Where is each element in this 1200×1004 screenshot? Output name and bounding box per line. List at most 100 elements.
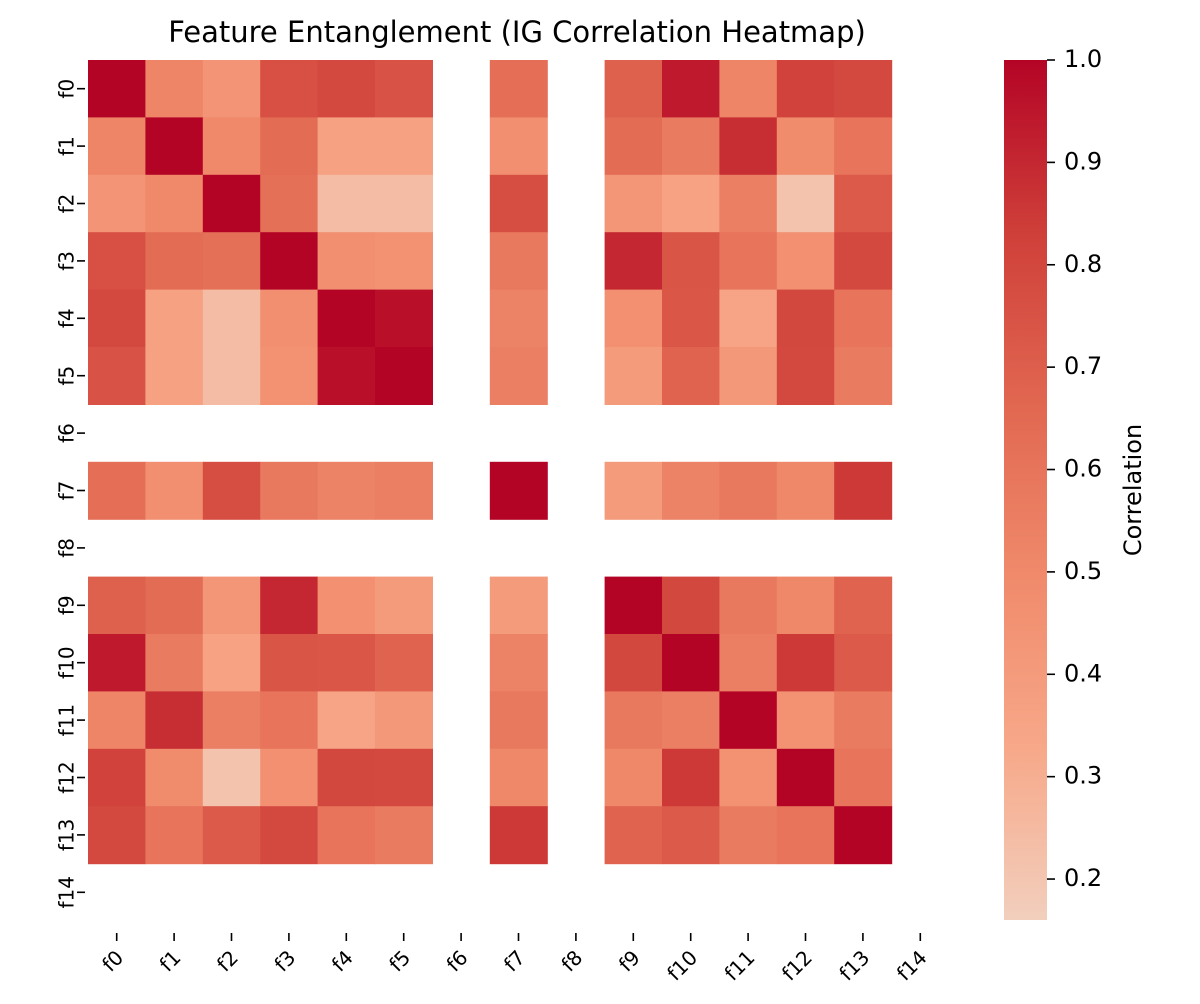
x-tick-label-f14: f14 <box>892 945 932 985</box>
heatmap-cell-f3-f10 <box>662 232 720 291</box>
y-tick-label-f10: f10 <box>55 646 79 679</box>
heatmap-cell-f1-f4 <box>317 117 376 176</box>
heatmap-cell-f12-f9 <box>604 748 663 807</box>
x-tick-label-f2: f2 <box>212 945 243 976</box>
heatmap-cell-f10-f13 <box>834 634 893 692</box>
heatmap-cell-f13-f13 <box>834 806 893 865</box>
heatmap-cell-f2-f7 <box>489 174 548 233</box>
heatmap-cell-f4-f13 <box>834 289 893 348</box>
heatmap-cell-f2-f0 <box>88 174 146 233</box>
colorbar-tick-label: 0.6 <box>1064 455 1102 483</box>
y-tick-label-f7: f7 <box>55 481 79 501</box>
heatmap-cell-f5-f11 <box>719 347 778 405</box>
heatmap-cell-f12-f2 <box>202 748 261 807</box>
heatmap-cell-f11-f2 <box>202 691 261 750</box>
x-tick-label-f9: f9 <box>614 945 645 976</box>
heatmap-cell-f7-f2 <box>202 461 261 520</box>
colorbar-tick-label: 0.3 <box>1064 762 1102 790</box>
heatmap-cell-f0-f0 <box>88 60 146 118</box>
heatmap-cell-f12-f10 <box>662 748 720 807</box>
heatmap-cell-f12-f3 <box>260 748 319 807</box>
x-tick-label-f1: f1 <box>155 945 186 976</box>
colorbar-tick-label: 0.7 <box>1064 352 1102 380</box>
heatmap-cell-f3-f11 <box>719 232 778 291</box>
heatmap-cell-f9-f12 <box>776 576 835 635</box>
heatmap-cell-f13-f10 <box>662 806 720 865</box>
heatmap-cell-f10-f4 <box>317 634 376 692</box>
heatmap-cell-f7-f11 <box>719 461 778 520</box>
heatmap-cell-f11-f0 <box>88 691 146 750</box>
x-tick-label-f13: f13 <box>834 945 874 985</box>
heatmap-cell-f7-f5 <box>375 461 433 520</box>
heatmap-cells <box>88 60 893 865</box>
heatmap-cell-f5-f12 <box>776 347 835 405</box>
heatmap-cell-f0-f7 <box>489 60 548 118</box>
heatmap-cell-f11-f13 <box>834 691 893 750</box>
heatmap-cell-f0-f3 <box>260 60 319 118</box>
heatmap-cell-f10-f12 <box>776 634 835 692</box>
chart-title: Feature Entanglement (IG Correlation Hea… <box>168 15 866 49</box>
heatmap-cell-f10-f9 <box>604 634 663 692</box>
heatmap-cell-f4-f5 <box>375 289 433 348</box>
heatmap-cell-f11-f1 <box>145 691 204 750</box>
heatmap-cell-f0-f5 <box>375 60 433 118</box>
heatmap-cell-f13-f4 <box>317 806 376 865</box>
heatmap-cell-f1-f1 <box>145 117 204 176</box>
y-tick-label-f6: f6 <box>55 423 79 443</box>
heatmap-cell-f12-f12 <box>776 748 835 807</box>
colorbar: 0.2 0.3 0.4 0.5 0.6 0.7 0.8 0.9 1.0 Correlation <box>1004 45 1147 920</box>
heatmap-cell-f4-f3 <box>260 289 319 348</box>
heatmap-cell-f1-f5 <box>375 117 433 176</box>
heatmap-cell-f3-f9 <box>604 232 663 291</box>
heatmap-cell-f13-f1 <box>145 806 204 865</box>
heatmap-cell-f4-f11 <box>719 289 778 348</box>
colorbar-tick-label: 0.5 <box>1064 557 1102 585</box>
heatmap-cell-f2-f4 <box>317 174 376 233</box>
heatmap-cell-f9-f10 <box>662 576 720 635</box>
heatmap-cell-f3-f2 <box>202 232 261 291</box>
heatmap-cell-f11-f11 <box>719 691 778 750</box>
heatmap-cell-f3-f3 <box>260 232 319 291</box>
heatmap-cell-f12-f7 <box>489 748 548 807</box>
colorbar-gradient <box>1004 60 1047 920</box>
heatmap-cell-f1-f0 <box>88 117 146 176</box>
colorbar-tick-label: 0.8 <box>1064 250 1102 278</box>
heatmap-cell-f4-f1 <box>145 289 204 348</box>
heatmap-cell-f7-f10 <box>662 461 720 520</box>
heatmap-cell-f12-f11 <box>719 748 778 807</box>
heatmap-cell-f4-f9 <box>604 289 663 348</box>
heatmap-cell-f3-f4 <box>317 232 376 291</box>
colorbar-ticks: 0.2 0.3 0.4 0.5 0.6 0.7 0.8 0.9 1.0 <box>1047 45 1102 892</box>
heatmap-cell-f11-f4 <box>317 691 376 750</box>
heatmap-cell-f2-f11 <box>719 174 778 233</box>
y-tick-label-f12: f12 <box>55 761 79 794</box>
x-tick-label-f8: f8 <box>556 945 587 976</box>
heatmap-cell-f10-f1 <box>145 634 204 692</box>
heatmap-cell-f11-f10 <box>662 691 720 750</box>
x-tick-label-f4: f4 <box>327 945 358 976</box>
heatmap-cell-f11-f3 <box>260 691 319 750</box>
heatmap-cell-f5-f0 <box>88 347 146 405</box>
heatmap-cell-f13-f0 <box>88 806 146 865</box>
heatmap-cell-f1-f10 <box>662 117 720 176</box>
heatmap-cell-f4-f10 <box>662 289 720 348</box>
heatmap-cell-f2-f9 <box>604 174 663 233</box>
heatmap-cell-f5-f9 <box>604 347 663 405</box>
heatmap-cell-f1-f3 <box>260 117 319 176</box>
heatmap-cell-f3-f7 <box>489 232 548 291</box>
y-tick-label-f13: f13 <box>55 819 79 852</box>
colorbar-tick-label: 1.0 <box>1064 45 1102 73</box>
heatmap-cell-f7-f7 <box>489 461 548 520</box>
heatmap-cell-f10-f11 <box>719 634 778 692</box>
heatmap-cell-f10-f10 <box>662 634 720 692</box>
heatmap-cell-f5-f1 <box>145 347 204 405</box>
heatmap-cell-f9-f5 <box>375 576 433 635</box>
heatmap-cell-f5-f3 <box>260 347 319 405</box>
heatmap-cell-f9-f1 <box>145 576 204 635</box>
x-tick-label-f10: f10 <box>662 945 702 985</box>
x-tick-label-f11: f11 <box>720 945 760 985</box>
heatmap-cell-f13-f12 <box>776 806 835 865</box>
heatmap-cell-f13-f5 <box>375 806 433 865</box>
